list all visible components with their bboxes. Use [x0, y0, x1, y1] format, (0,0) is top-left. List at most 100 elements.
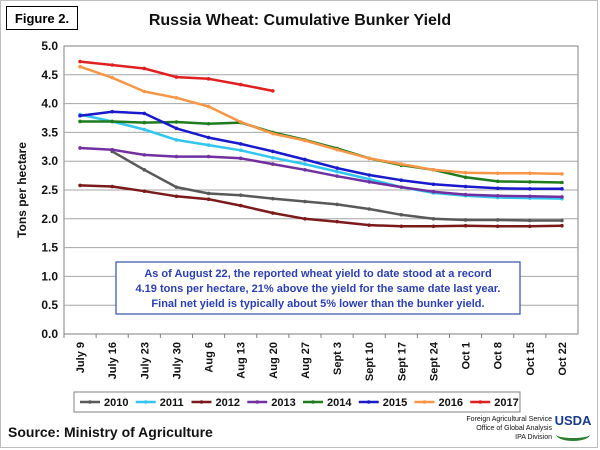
data-point	[271, 162, 275, 166]
data-point	[206, 121, 211, 126]
data-point	[335, 202, 339, 207]
data-point	[110, 63, 114, 67]
data-point	[206, 143, 211, 147]
data-point	[303, 138, 307, 143]
data-point	[560, 187, 564, 191]
annotation-line: 4.19 tons per hectare, 21% above the yie…	[136, 283, 501, 295]
y-tick-label: 3.5	[41, 125, 58, 139]
data-point	[110, 109, 114, 114]
series-2013	[78, 146, 564, 199]
legend-marker	[422, 400, 427, 404]
x-tick-label: July 30	[171, 342, 183, 379]
data-point	[399, 162, 404, 166]
data-point	[174, 126, 179, 131]
legend-marker	[143, 400, 148, 404]
data-point	[142, 153, 147, 157]
data-point	[399, 185, 404, 189]
data-point	[78, 64, 82, 69]
y-tick-label: 4.0	[41, 97, 58, 111]
data-point	[335, 174, 339, 178]
data-point	[271, 131, 275, 136]
x-axis: July 9 July 16 July 23 July 30 Aug 6 Aug 13 Au…	[63, 334, 569, 381]
data-point	[335, 147, 339, 152]
data-point	[528, 224, 532, 229]
legend-marker	[88, 400, 92, 404]
y-axis: 0.0 0.5 1.0 1.5 2.0 2.5 3.0 3.5 4.0 4.5 5.0 Tons pe…	[15, 39, 58, 341]
data-point	[303, 217, 307, 221]
data-point	[335, 219, 339, 224]
logo-text: USDA	[554, 413, 592, 428]
data-point	[271, 211, 275, 215]
x-tick-label: Sept 17	[396, 342, 408, 381]
y-tick-label: 0.5	[41, 298, 58, 312]
legend-label: 2013	[271, 397, 295, 409]
series-line	[111, 150, 562, 222]
data-point	[174, 75, 179, 79]
data-point	[206, 154, 211, 159]
data-point	[174, 138, 179, 142]
legend-label: 2012	[216, 397, 240, 409]
data-point	[238, 142, 243, 146]
data-point	[238, 193, 243, 197]
x-tick-label: Sept 24	[428, 341, 440, 381]
data-point	[206, 104, 211, 109]
data-point	[110, 184, 114, 189]
data-point	[238, 82, 243, 87]
data-point	[78, 59, 82, 64]
data-point	[78, 146, 82, 150]
x-tick-label: Aug 20	[268, 342, 280, 379]
series-2017	[78, 59, 275, 93]
data-point	[560, 180, 564, 185]
legend-label: 2014	[327, 397, 352, 409]
y-tick-label: 4.5	[41, 68, 58, 82]
legend-marker	[255, 400, 260, 404]
x-tick-label: Sept 3	[332, 342, 344, 375]
data-point	[463, 192, 468, 197]
data-point	[495, 186, 500, 191]
y-tick-label: 2.0	[41, 212, 58, 226]
data-point	[367, 223, 371, 227]
y-tick-label: 0.0	[41, 327, 58, 341]
data-point	[110, 119, 114, 124]
series-line	[79, 110, 562, 191]
source-note: Source: Ministry of Agriculture	[8, 424, 213, 440]
data-point	[142, 168, 147, 172]
data-point	[174, 154, 179, 159]
series-line	[79, 65, 562, 176]
data-point	[367, 173, 371, 177]
logo-arc-icon	[556, 428, 590, 441]
agency-line: Foreign Agricultural Service	[466, 416, 552, 423]
y-tick-label: 2.5	[41, 183, 58, 197]
data-point	[174, 185, 179, 189]
data-point	[303, 157, 307, 162]
data-point	[206, 191, 211, 196]
data-point	[367, 156, 371, 161]
data-point	[495, 171, 500, 176]
x-tick-label: Oct 15	[525, 342, 537, 376]
data-point	[399, 224, 404, 229]
data-point	[238, 148, 243, 153]
x-tick-label: Oct 22	[557, 342, 569, 376]
x-tick-label: Oct 1	[461, 342, 473, 370]
data-point	[528, 194, 532, 199]
data-point	[238, 203, 243, 208]
data-point	[528, 180, 532, 184]
y-axis-label: Tons per hectare	[15, 142, 29, 238]
data-point	[399, 178, 404, 183]
data-point	[174, 120, 179, 124]
data-point	[238, 120, 243, 124]
data-point	[142, 66, 147, 71]
legend-label: 2010	[104, 397, 128, 409]
data-point	[463, 223, 468, 228]
legend-label: 2015	[383, 397, 407, 409]
data-point	[463, 184, 468, 189]
data-point	[174, 96, 179, 100]
x-tick-label: Aug 6	[204, 342, 216, 373]
legend-marker	[478, 400, 483, 404]
series-2010	[110, 149, 564, 223]
legend-label: 2017	[494, 397, 518, 409]
agency-line: IPA Division	[515, 434, 552, 441]
data-point	[367, 180, 371, 184]
